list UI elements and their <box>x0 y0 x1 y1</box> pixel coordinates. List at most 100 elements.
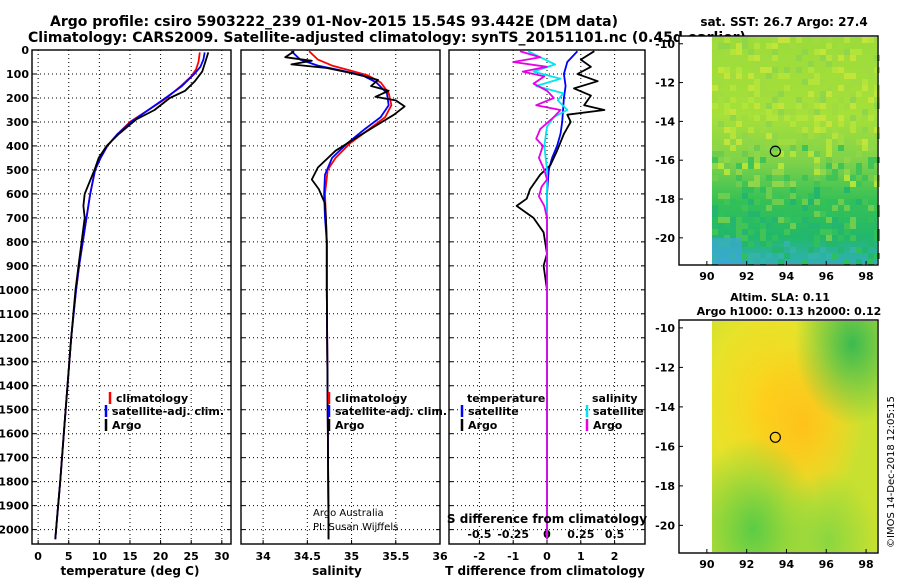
sst-map-frame <box>678 35 879 266</box>
sst-pixel <box>736 55 742 61</box>
sst-pixel <box>712 85 718 91</box>
salinity-grid <box>241 50 441 544</box>
map-y-tick-label: -14 <box>655 115 675 128</box>
map-x-tick-label: 98 <box>858 270 873 283</box>
sst-pixel <box>862 85 868 91</box>
sst-pixel <box>742 241 748 247</box>
depth-tick-label: 100 <box>6 68 29 81</box>
sst-pixel <box>874 211 880 217</box>
sst-pixel <box>796 115 802 121</box>
sst-pixel <box>850 175 856 181</box>
sst-pixel <box>856 163 862 169</box>
x-tick-label: 25 <box>184 550 199 563</box>
sst-pixel <box>796 127 802 133</box>
sst-pixel <box>874 103 880 109</box>
sst-pixel <box>712 103 718 109</box>
sst-pixel <box>748 73 754 79</box>
sst-pixel <box>742 181 748 187</box>
sst-pixel <box>850 217 856 223</box>
sst-pixel <box>868 217 874 223</box>
map-x-tick-label: 94 <box>779 558 795 571</box>
sst-pixel <box>712 43 718 49</box>
sst-pixel <box>844 205 850 211</box>
x-tick-label: 5 <box>65 550 73 563</box>
sst-pixel <box>772 181 778 187</box>
sst-pixel <box>838 97 844 103</box>
sst-pixel <box>742 235 748 241</box>
sst-pixel <box>808 61 814 67</box>
salinity-panel: 34 34.5 35 35.5 36 salinity Argo Australia P… <box>240 49 448 578</box>
sst-pixel <box>814 199 820 205</box>
depth-tick-label: 800 <box>6 236 29 249</box>
temperature-frame <box>31 49 232 545</box>
sst-pixel <box>808 127 814 133</box>
sst-pixel <box>748 91 754 97</box>
map-x-tick-label: 90 <box>699 270 715 283</box>
sst-pixel <box>730 217 736 223</box>
sst-pixel <box>766 121 772 127</box>
sst-pixel <box>796 97 802 103</box>
sst-pixel <box>814 73 820 79</box>
sst-pixel <box>802 229 808 235</box>
sst-pixel <box>718 79 724 85</box>
sst-pixel <box>856 247 862 253</box>
sst-pixel <box>832 55 838 61</box>
sst-pixel <box>844 49 850 55</box>
depth-tick-label: 1600 <box>0 428 29 441</box>
sst-pixel <box>772 91 778 97</box>
sst-pixel <box>808 253 814 259</box>
sst-pixel <box>724 163 730 169</box>
sst-pixel <box>772 37 778 43</box>
sst-pixel <box>772 115 778 121</box>
sst-pixel <box>712 157 718 163</box>
sst-pixel <box>850 121 856 127</box>
sst-pixel <box>748 181 754 187</box>
sst-pixel <box>718 91 724 97</box>
sst-pixel <box>844 139 850 145</box>
sst-pixel <box>832 139 838 145</box>
sst-pixel <box>748 163 754 169</box>
sst-pixel <box>766 223 772 229</box>
sst-pixel <box>808 199 814 205</box>
legend-label-climatology: climatology <box>116 392 188 405</box>
sla-field-south-low <box>712 321 877 552</box>
sst-pixel <box>844 229 850 235</box>
map-x-tick-label: 96 <box>819 558 835 571</box>
sst-pixel <box>778 109 784 115</box>
sst-pixel <box>862 109 868 115</box>
sst-pixel <box>808 73 814 79</box>
sst-pixel <box>820 103 826 109</box>
sst-pixel <box>778 259 784 265</box>
sst-pixel <box>808 169 814 175</box>
sst-pixel <box>724 139 730 145</box>
sst-pixel <box>772 145 778 151</box>
sst-pixel <box>778 181 784 187</box>
sst-pixel <box>778 37 784 43</box>
sst-pixel <box>862 199 868 205</box>
sst-pixel <box>724 169 730 175</box>
sst-pixel <box>820 55 826 61</box>
sst-pixel <box>748 199 754 205</box>
sst-pixel <box>796 55 802 61</box>
diff-legend-header-salinity: salinity <box>592 392 638 405</box>
sst-pixel <box>826 91 832 97</box>
sst-pixel <box>778 217 784 223</box>
sst-pixel <box>820 49 826 55</box>
sst-pixel <box>760 85 766 91</box>
sst-pixel <box>826 253 832 259</box>
sst-pixel <box>844 169 850 175</box>
sst-pixel <box>718 55 724 61</box>
sst-pixel <box>754 151 760 157</box>
depth-tick-label: 2000 <box>0 524 29 537</box>
sst-pixel <box>814 103 820 109</box>
sla-map: Altim. SLA: 0.11 Argo h1000: 0.13 h2000:… <box>655 291 881 571</box>
x-tick-label: 20 <box>153 550 169 563</box>
sst-pixel <box>760 229 766 235</box>
salinity-legend: climatology satellite-adj. clim. Argo <box>327 392 447 432</box>
sst-pixel <box>844 73 850 79</box>
depth-tick-label: 300 <box>6 116 29 129</box>
sst-pixel <box>772 55 778 61</box>
sst-pixel <box>724 73 730 79</box>
sst-pixel <box>766 115 772 121</box>
sst-pixel <box>826 85 832 91</box>
